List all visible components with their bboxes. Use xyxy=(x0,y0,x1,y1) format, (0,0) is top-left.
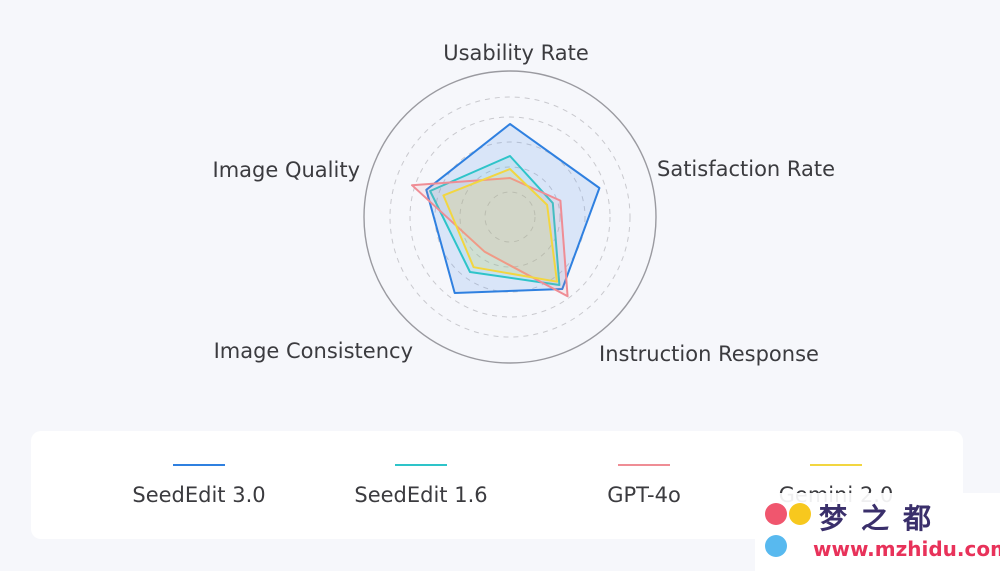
watermark-url: www.mzhidu.com xyxy=(813,537,1000,561)
watermark: 梦之都 www.mzhidu.com xyxy=(755,493,1000,571)
axis-label-instruction-response: Instruction Response xyxy=(599,342,819,366)
axis-labels: Usability Rate Satisfaction Rate Instructi… xyxy=(213,41,836,366)
legend-item-gpt-4o[interactable]: GPT-4o xyxy=(534,431,754,539)
grid-ring xyxy=(434,141,586,293)
legend-swatch xyxy=(173,464,225,466)
watermark-dot-icon xyxy=(765,535,787,557)
radar-series xyxy=(411,123,601,298)
axis-label-usability-rate: Usability Rate xyxy=(443,41,589,65)
legend-label: SeedEdit 1.6 xyxy=(354,483,488,507)
legend-swatch xyxy=(618,464,670,466)
grid-outer-ring xyxy=(363,70,657,364)
radar-grid xyxy=(363,70,657,364)
legend-swatch xyxy=(395,464,447,466)
legend-label: GPT-4o xyxy=(607,483,681,507)
legend-label: SeedEdit 3.0 xyxy=(132,483,266,507)
watermark-title: 梦之都 xyxy=(819,502,946,535)
grid-ring xyxy=(484,191,536,243)
grid-ring xyxy=(459,166,561,268)
series-gpt-4o-polygon xyxy=(411,177,569,298)
axis-label-satisfaction-rate: Satisfaction Rate xyxy=(657,157,835,181)
legend-swatch xyxy=(810,464,862,466)
series-gemini-2-0-polygon xyxy=(442,168,558,283)
legend-item-seededit-3[interactable]: SeedEdit 3.0 xyxy=(89,431,309,539)
axis-label-image-quality: Image Quality xyxy=(213,158,360,182)
legend-item-seededit-1-6[interactable]: SeedEdit 1.6 xyxy=(311,431,531,539)
watermark-dot-icon xyxy=(789,503,811,525)
grid-ring xyxy=(409,116,611,318)
axis-label-image-consistency: Image Consistency xyxy=(214,339,413,363)
watermark-dot-icon xyxy=(765,503,787,525)
grid-ring xyxy=(389,96,631,338)
